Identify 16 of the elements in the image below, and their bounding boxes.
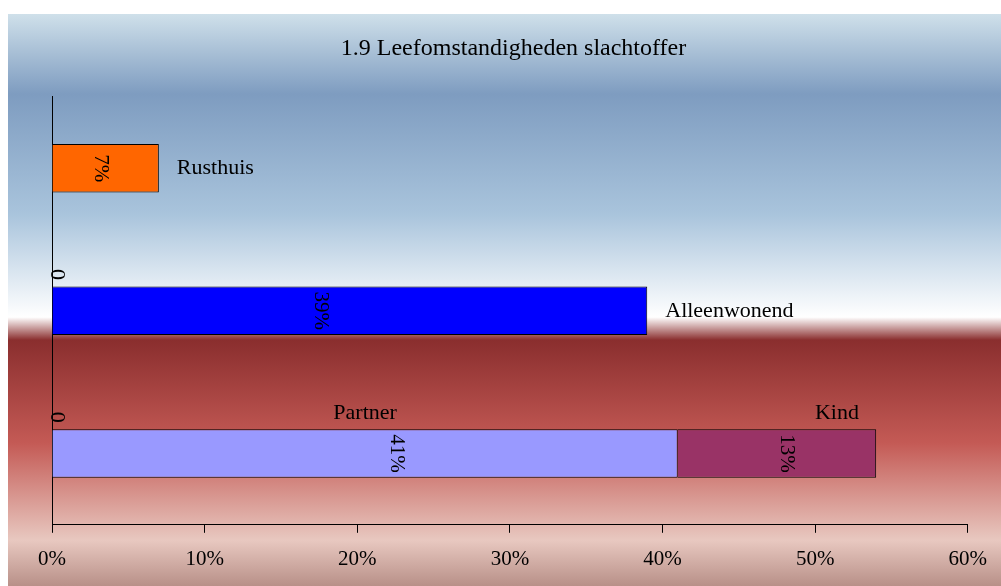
x-tick-label: 50% xyxy=(795,545,835,570)
series-label: Kind xyxy=(814,398,859,424)
x-tick-label: 0% xyxy=(38,545,66,570)
x-tick-label: 10% xyxy=(185,545,224,570)
series-label: Alleenwonend xyxy=(665,296,794,322)
data-label: 7% xyxy=(89,154,114,183)
data-label: 13% xyxy=(776,434,801,473)
x-tick-label: 60% xyxy=(948,545,987,570)
chart-title: 1.9 Leefomstandigheden slachtoffer xyxy=(340,33,687,60)
x-tick-label: 30% xyxy=(490,545,530,570)
series-label: Partner xyxy=(333,398,398,424)
data-label: 39% xyxy=(309,291,334,331)
series-label: Rusthuis xyxy=(176,153,254,179)
data-label: 41% xyxy=(385,434,410,473)
x-tick-label: 20% xyxy=(338,545,377,570)
x-tick-label: 40% xyxy=(643,545,682,570)
